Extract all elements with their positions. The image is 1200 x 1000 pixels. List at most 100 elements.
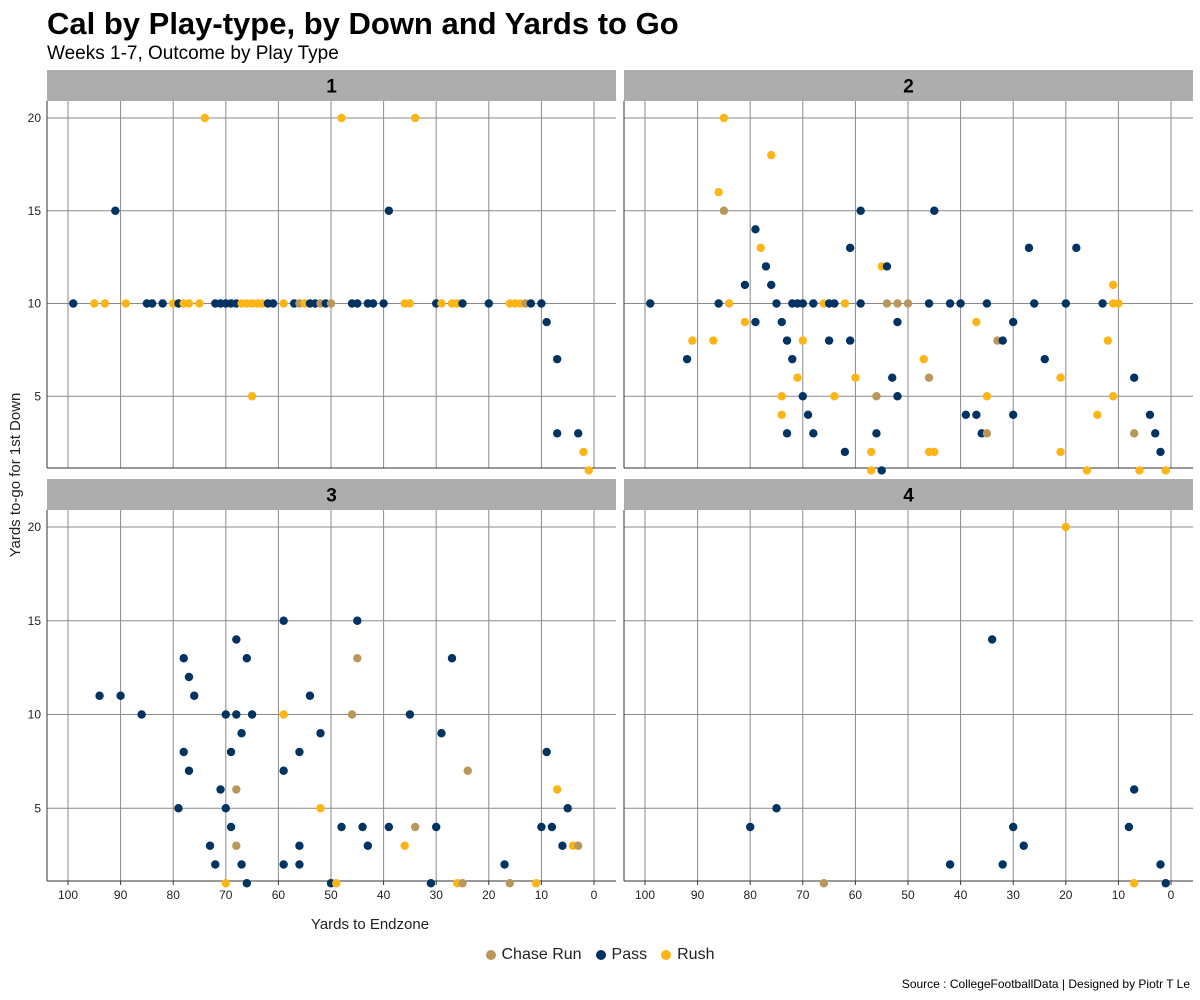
- data-point-rush: [1093, 410, 1102, 419]
- x-tick-label: 0: [1168, 888, 1175, 902]
- data-point-rush: [1129, 879, 1139, 888]
- data-point-rush: [316, 804, 325, 813]
- facet-strip-label-1: 1: [326, 77, 337, 98]
- x-tick-label: 10: [1112, 888, 1126, 902]
- chart-subtitle: Weeks 1-7, Outcome by Play Type: [47, 43, 339, 64]
- data-point-pass: [305, 691, 315, 700]
- data-point-pass: [845, 243, 855, 253]
- x-tick-label: 40: [377, 888, 391, 902]
- data-point-rush: [719, 113, 729, 123]
- data-point-rush: [221, 879, 230, 888]
- data-point-rush: [90, 299, 99, 308]
- data-point-rush: [437, 299, 446, 308]
- data-point-pass: [242, 879, 252, 888]
- data-point-pass: [1024, 243, 1034, 253]
- legend-label-chase-run: Chase Run: [501, 946, 582, 963]
- data-point-pass: [1072, 243, 1081, 253]
- data-point-pass: [542, 747, 551, 757]
- data-point-pass: [184, 766, 194, 775]
- data-point-pass: [1129, 785, 1139, 794]
- facet-strip-label-4: 4: [903, 486, 914, 507]
- facet-strip-3: [47, 479, 616, 510]
- data-point-pass: [295, 841, 304, 850]
- data-point-rush: [410, 113, 420, 123]
- data-point-chase-run: [353, 654, 362, 663]
- data-point-rush: [1108, 392, 1118, 401]
- x-axis-title: Yards to Endzone: [311, 916, 429, 933]
- data-point-rush: [400, 841, 409, 850]
- data-point-rush: [279, 710, 288, 719]
- data-point-rush: [1108, 280, 1118, 290]
- data-point-chase-run: [1129, 429, 1139, 438]
- data-point-rush: [793, 373, 802, 382]
- data-point-pass: [563, 804, 572, 813]
- data-point-chase-run: [719, 206, 729, 215]
- x-tick-label: 80: [744, 888, 758, 902]
- data-point-pass: [268, 299, 278, 308]
- data-point-pass: [782, 429, 792, 438]
- data-point-pass: [179, 654, 188, 663]
- data-point-rush: [1082, 466, 1092, 475]
- data-point-rush: [1161, 466, 1170, 475]
- data-point-pass: [295, 747, 304, 757]
- data-point-chase-run: [410, 822, 420, 832]
- data-point-pass: [1156, 860, 1165, 869]
- data-point-chase-run: [505, 879, 515, 888]
- data-point-rush: [337, 113, 346, 123]
- data-point-pass: [547, 822, 557, 832]
- data-point-pass: [552, 354, 562, 364]
- data-point-pass: [1129, 373, 1139, 382]
- data-point-pass: [363, 841, 373, 850]
- x-tick-label: 80: [167, 888, 181, 902]
- data-point-chase-run: [982, 429, 992, 438]
- data-point-pass: [740, 280, 750, 290]
- data-point-pass: [872, 429, 881, 438]
- data-point-rush: [740, 317, 750, 327]
- data-point-rush: [200, 113, 209, 123]
- x-tick-label: 70: [796, 888, 810, 902]
- x-tick-label: 30: [430, 888, 444, 902]
- data-point-rush: [1061, 522, 1071, 532]
- data-point-pass: [232, 710, 241, 719]
- data-point-pass: [368, 299, 378, 308]
- data-point-pass: [242, 654, 252, 663]
- data-point-pass: [384, 206, 394, 215]
- data-point-rush: [919, 354, 928, 364]
- data-point-pass: [353, 616, 362, 625]
- x-tick-label: 40: [954, 888, 968, 902]
- data-point-rush: [756, 243, 765, 253]
- data-point-rush: [851, 373, 860, 382]
- data-point-pass: [111, 206, 120, 215]
- data-point-chase-run: [463, 766, 472, 775]
- data-point-pass: [1061, 299, 1071, 308]
- data-point-chase-run: [903, 299, 913, 308]
- data-point-pass: [761, 262, 771, 271]
- data-point-chase-run: [347, 710, 357, 719]
- data-point-pass: [190, 691, 199, 700]
- data-point-pass: [447, 654, 457, 663]
- data-point-pass: [237, 860, 246, 869]
- facet-strip-label-3: 3: [326, 486, 337, 507]
- data-point-pass: [798, 299, 807, 308]
- data-point-rush: [724, 299, 734, 308]
- facet-strip-4: [624, 479, 1193, 510]
- data-point-pass: [945, 860, 955, 869]
- data-point-pass: [772, 804, 781, 813]
- data-point-pass: [458, 299, 467, 308]
- data-point-pass: [316, 729, 325, 738]
- x-tick-label: 50: [901, 888, 915, 902]
- data-point-rush: [584, 466, 593, 475]
- legend-item-rush: Rush: [661, 946, 714, 964]
- data-point-pass: [888, 373, 897, 382]
- x-tick-label: 30: [1007, 888, 1021, 902]
- data-point-pass: [987, 635, 997, 644]
- data-point-pass: [882, 262, 892, 271]
- data-point-pass: [221, 710, 230, 719]
- data-point-rush: [552, 785, 562, 794]
- data-point-rush: [866, 447, 876, 457]
- data-point-pass: [956, 299, 965, 308]
- y-tick-label: 15: [28, 614, 42, 628]
- y-tick-label: 5: [34, 389, 41, 403]
- data-point-pass: [537, 822, 546, 832]
- data-point-chase-run: [232, 785, 241, 794]
